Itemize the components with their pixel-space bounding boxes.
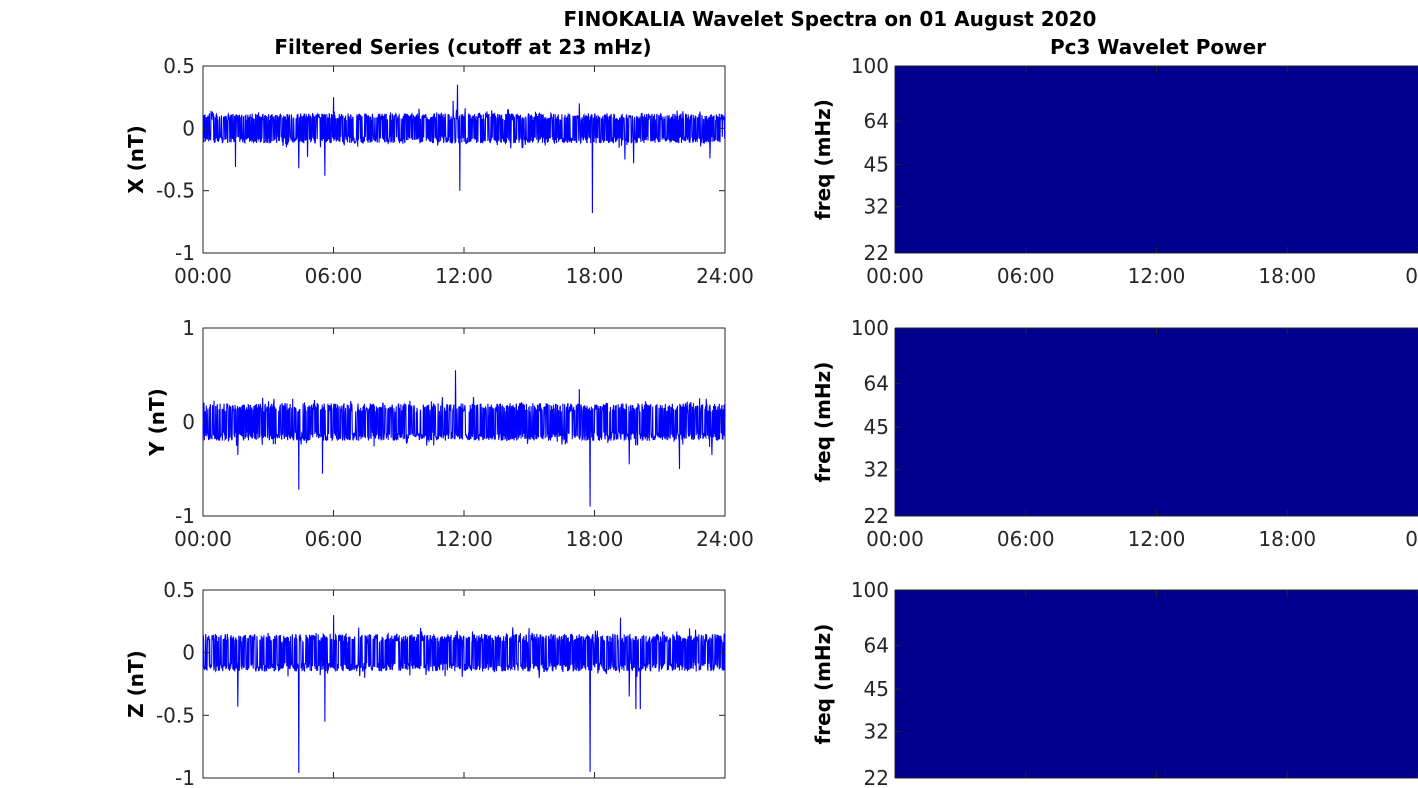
y-tick-label: 0: [182, 641, 195, 665]
y-tick-label: 64: [864, 371, 889, 395]
figure-title: FINOKALIA Wavelet Spectra on 01 August 2…: [564, 7, 1097, 31]
right-column-title: Pc3 Wavelet Power: [1050, 35, 1266, 59]
x-tick-label: 12:00: [1128, 527, 1186, 551]
y-tick-label: 0.5: [163, 578, 195, 602]
x-tick-label: 00:00: [866, 264, 924, 288]
x-tick-label: 18:00: [1258, 264, 1316, 288]
x-tick-label: 18:00: [566, 527, 624, 551]
y-tick-label: 1: [182, 316, 195, 340]
x-tick-label: 00:00: [174, 527, 232, 551]
panel-filtered-z: 0.5 0 -0.5 -1 Z (nT): [124, 578, 726, 788]
x-tick-label: 18:00: [566, 264, 624, 288]
x-tick-label: 12:00: [1128, 264, 1186, 288]
y-axis-label: Z (nT): [124, 650, 148, 718]
y-axis-label: freq (mHz): [811, 624, 835, 745]
y-tick-label: 0: [182, 116, 195, 140]
y-tick-label: -1: [175, 241, 195, 265]
y-axis-label: freq (mHz): [811, 362, 835, 483]
y-tick-label: 0.5: [163, 54, 195, 78]
y-tick-label: 22: [864, 504, 889, 528]
y-tick-label: 45: [864, 153, 889, 177]
x-tick-label: 24:00: [696, 527, 754, 551]
x-tick-label: 06:00: [305, 264, 363, 288]
x-tick-label: 00: [1405, 264, 1418, 288]
y-tick-label: -1: [175, 504, 195, 528]
x-tick-label: 00:00: [174, 264, 232, 288]
y-tick-label: -0.5: [156, 703, 195, 727]
y-tick-label: -0.5: [156, 179, 195, 203]
x-tick-label: 18:00: [1258, 527, 1316, 551]
x-tick-label: 24:00: [696, 264, 754, 288]
panels: 0.50-0.5-100:00 06:00 12:00 18:00 24:00X (nT…: [124, 54, 1418, 788]
y-tick-label: 64: [864, 633, 889, 657]
x-tick-label: 12:00: [435, 264, 493, 288]
x-tick-label: 06:00: [997, 527, 1055, 551]
y-tick-label: 0: [182, 410, 195, 434]
y-tick-label: 32: [864, 457, 889, 481]
x-tick-label: 06:00: [305, 527, 363, 551]
plot-area: [202, 589, 726, 779]
y-axis-label: freq (mHz): [811, 99, 835, 220]
x-tick-label: 00: [1405, 527, 1418, 551]
panel-wavelet-z: 100 64 45 32 22 freq (mHz): [811, 578, 1418, 788]
y-tick-label: 32: [864, 719, 889, 743]
y-axis-label: X (nT): [124, 125, 148, 194]
wavelet-power-map: [895, 66, 1418, 253]
series-line: [202, 84, 726, 214]
wavelet-power-map: [895, 328, 1418, 516]
series-line: [202, 370, 726, 507]
series-line: [202, 615, 726, 774]
left-column-title: Filtered Series (cutoff at 23 mHz): [274, 35, 651, 59]
y-tick-label: 64: [864, 109, 889, 133]
y-tick-label: 100: [851, 316, 889, 340]
x-tick-label: 00:00: [866, 527, 924, 551]
x-tick-label: 06:00: [997, 264, 1055, 288]
x-tick-label: 12:00: [435, 527, 493, 551]
y-tick-label: 100: [851, 578, 889, 602]
y-tick-label: 45: [864, 415, 889, 439]
plot-area: [202, 65, 726, 254]
panel-filtered-y: 1 0 -100:00 06:00 12:00 18:00 24:00 Y (nT): [145, 316, 754, 551]
y-tick-label: 45: [864, 677, 889, 701]
y-tick-label: 22: [864, 766, 889, 788]
y-tick-label: 100: [851, 54, 889, 78]
y-tick-label: 22: [864, 241, 889, 265]
y-tick-label: 32: [864, 195, 889, 219]
y-axis-label: Y (nT): [145, 388, 169, 457]
wavelet-power-map: [895, 590, 1418, 778]
y-tick-label: -1: [175, 766, 195, 788]
panel-filtered-x: 0.5 0 -0.5 -100:00 06:00 12:00 18:00 24:00 X (nT…: [124, 54, 754, 288]
